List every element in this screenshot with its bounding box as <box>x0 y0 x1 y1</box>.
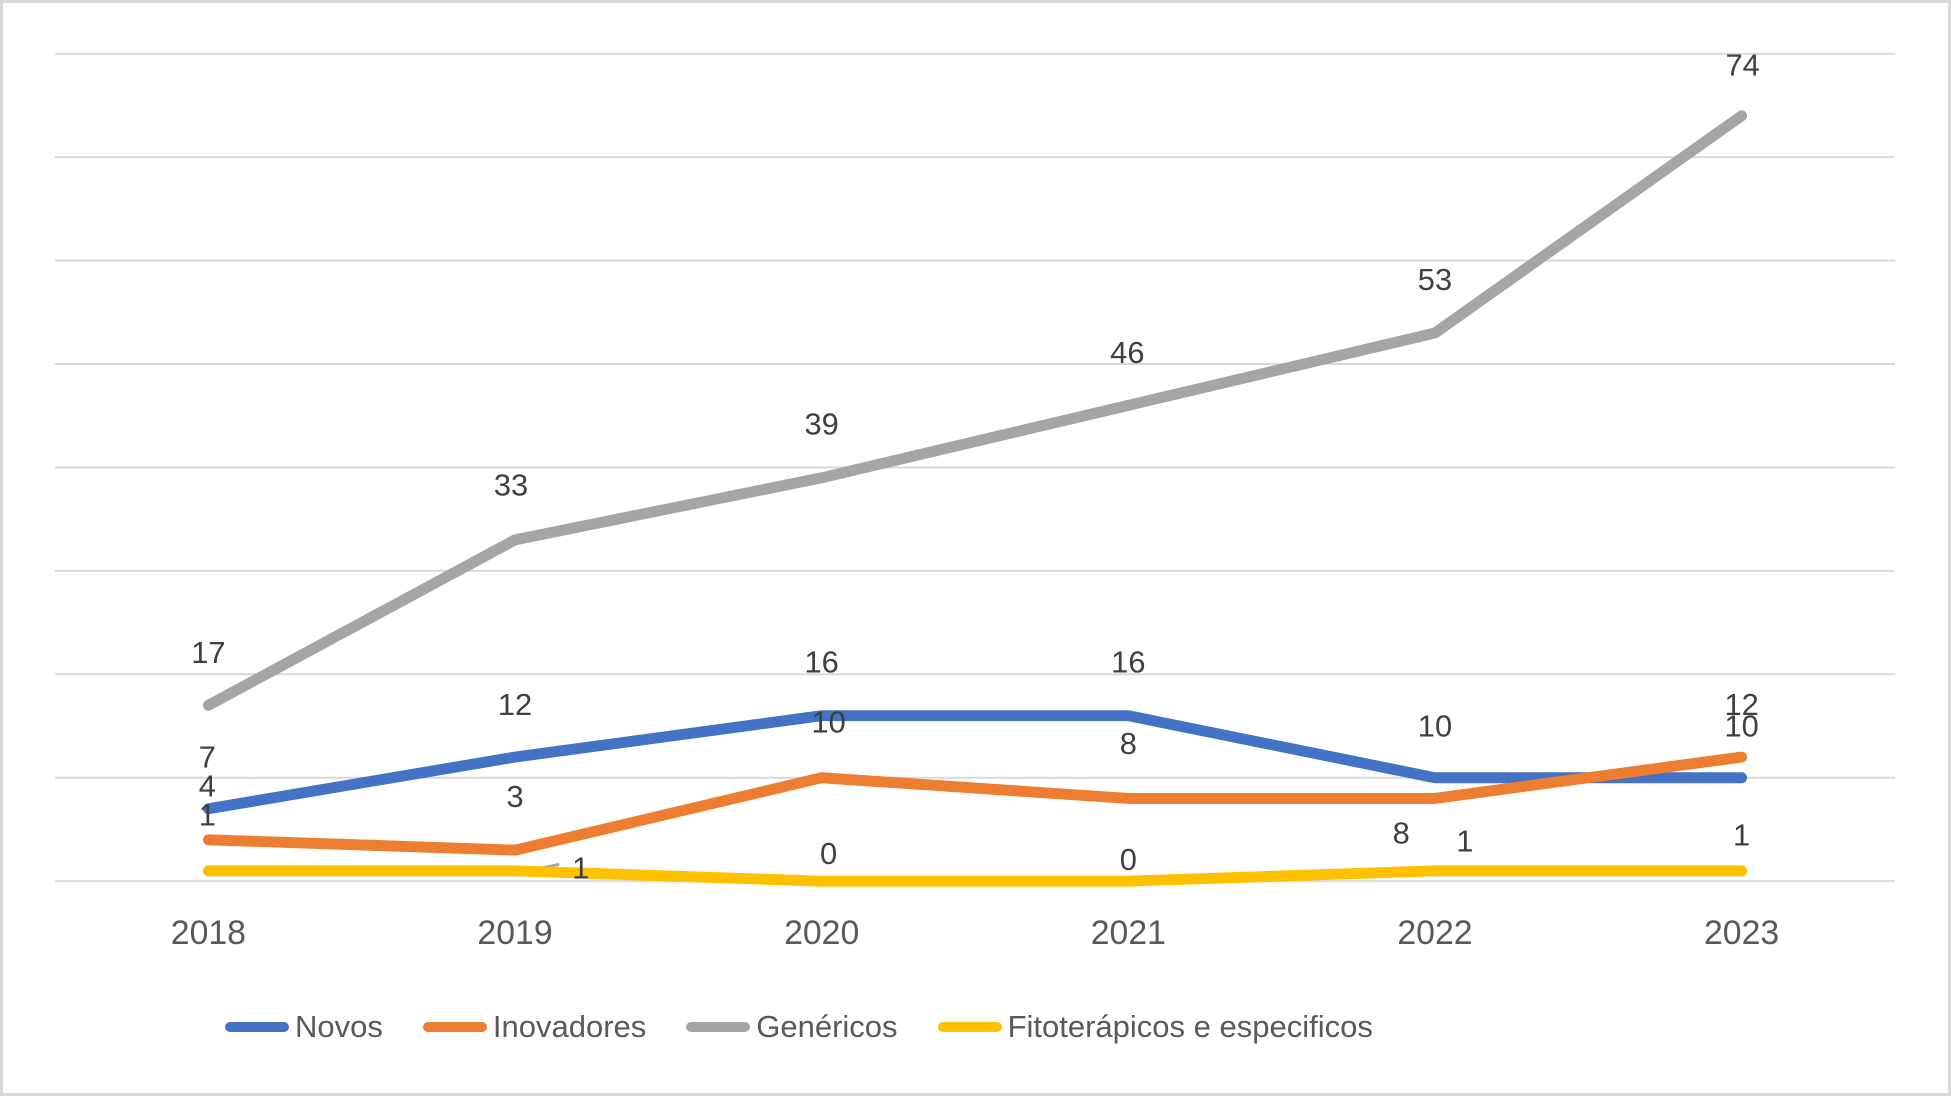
legend-label-fitoterapicos: Fitoterápicos e especificos <box>1007 1009 1373 1044</box>
data-label-series-1: 3 <box>506 779 523 814</box>
data-label-series-2: 17 <box>191 635 225 670</box>
series-line-0 <box>202 710 1748 815</box>
x-axis-label: 2023 <box>1704 914 1779 952</box>
data-label-series-2: 33 <box>494 468 528 503</box>
data-label-series-3: 1 <box>572 850 589 885</box>
data-label-series-1: 12 <box>1724 687 1758 722</box>
series-line-1 <box>202 751 1748 856</box>
x-axis-label: 2020 <box>784 914 859 952</box>
legend-swatch-fitoterapicos-icon <box>937 1022 1002 1032</box>
data-label-series-3: 0 <box>820 836 837 871</box>
legend-item-novos: Novos <box>225 1009 383 1045</box>
data-label-series-0: 16 <box>1111 644 1145 679</box>
data-label-series-2: 74 <box>1725 48 1759 83</box>
data-label-series-3: 1 <box>199 798 216 833</box>
data-label-series-2: 53 <box>1418 262 1452 297</box>
data-label-series-3: 0 <box>1120 842 1137 877</box>
data-label-series-1: 8 <box>1120 726 1137 761</box>
data-label-series-0: 10 <box>1418 709 1452 744</box>
data-label-series-0: 16 <box>805 644 839 679</box>
data-label-series-1: 8 <box>1393 816 1410 851</box>
data-label-series-3: 1 <box>1733 818 1750 853</box>
data-label-series-1: 4 <box>199 769 216 804</box>
x-axis-label: 2018 <box>171 914 246 952</box>
data-label-series-0: 12 <box>498 687 532 722</box>
chart-legend: Novos Inovadores Genéricos Fitoterápicos… <box>225 1009 1373 1045</box>
data-label-series-2: 39 <box>805 407 839 442</box>
data-label-series-0: 7 <box>199 740 216 775</box>
legend-swatch-inovadores-icon <box>422 1022 487 1032</box>
series-line-2 <box>202 110 1748 711</box>
x-axis-label: 2019 <box>477 914 552 952</box>
x-axis-label: 2022 <box>1397 914 1472 952</box>
data-label-series-3: 1 <box>1456 823 1473 858</box>
legend-label-novos: Novos <box>295 1009 383 1044</box>
series-line-3 <box>202 865 1748 887</box>
legend-item-inovadores: Inovadores <box>422 1009 647 1045</box>
data-label-series-2: 46 <box>1110 335 1144 370</box>
legend-item-genericos: Genéricos <box>686 1009 898 1045</box>
data-label-series-1: 10 <box>811 705 845 740</box>
x-axis-label: 2021 <box>1091 914 1166 952</box>
legend-label-inovadores: Inovadores <box>492 1009 647 1044</box>
legend-item-fitoterapicos: Fitoterápicos e especificos <box>937 1009 1373 1045</box>
data-label-series-0: 10 <box>1724 709 1758 744</box>
legend-swatch-genericos-icon <box>686 1022 751 1032</box>
legend-label-genericos: Genéricos <box>756 1009 898 1044</box>
legend-swatch-novos-icon <box>225 1022 289 1032</box>
